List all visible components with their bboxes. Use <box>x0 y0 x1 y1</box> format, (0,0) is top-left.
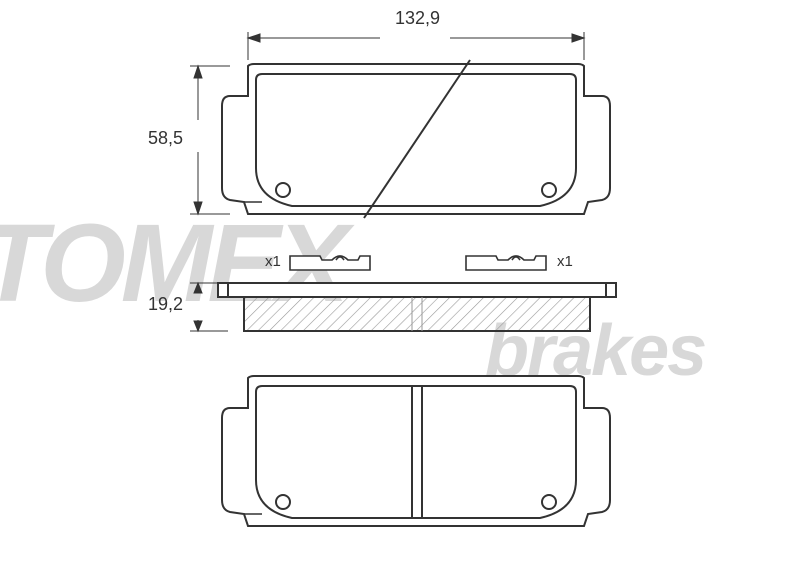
brake-pad-side <box>218 283 616 331</box>
dim-width <box>248 32 584 60</box>
clip-left <box>290 256 370 270</box>
brake-pad-top <box>222 60 610 218</box>
brake-pad-bottom <box>222 376 610 526</box>
technical-drawing <box>0 0 786 583</box>
clip-right <box>466 256 546 270</box>
